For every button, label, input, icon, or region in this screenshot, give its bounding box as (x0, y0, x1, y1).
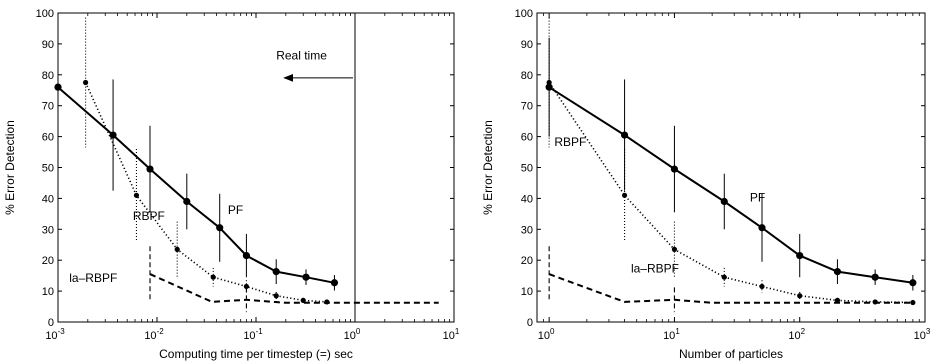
x-tick-label: 10-1 (243, 327, 263, 342)
series-larbpf (149, 246, 439, 313)
y-tick-label: 80 (42, 70, 54, 82)
x-axis-label: Computing time per timestep (=) sec (159, 347, 353, 361)
y-tick-label: 30 (521, 224, 533, 236)
data-point (273, 293, 279, 299)
series-line (548, 82, 913, 304)
y-tick-label: 50 (42, 163, 54, 175)
series-line (548, 273, 913, 304)
data-point (546, 79, 552, 86)
data-point (302, 273, 310, 281)
y-tick-label: 100 (36, 8, 54, 20)
data-point (759, 283, 765, 290)
data-point (833, 268, 842, 276)
y-tick-label: 90 (521, 39, 533, 51)
data-point (910, 299, 916, 306)
data-point (216, 224, 224, 232)
y-tick-label: 20 (42, 255, 54, 267)
data-point (671, 246, 678, 252)
data-point (797, 293, 803, 299)
chart-number-of-particles: 0 10 20 30 40 50 60 70 80 90 100 100 101 102 103 % Erro… (481, 8, 931, 361)
annotation-real-time: Real time (276, 48, 327, 62)
x-tick-label: 102 (788, 327, 805, 342)
series-pf (54, 37, 339, 291)
y-tick-label: 30 (42, 224, 54, 236)
x-tick-label: 100 (344, 327, 361, 342)
data-point (670, 165, 679, 173)
data-point (146, 165, 154, 173)
series-line (149, 273, 439, 304)
data-point (909, 279, 917, 287)
y-axis-label: % Error Detection (481, 120, 495, 215)
data-point (621, 192, 628, 198)
x-axis-label: Number of particles (679, 347, 783, 361)
annotation-pf: PF (228, 203, 243, 217)
data-point (183, 197, 191, 206)
data-point (721, 274, 727, 280)
data-point (109, 131, 117, 139)
data-point (758, 224, 766, 232)
data-point (871, 273, 879, 281)
y-tick-label: 40 (42, 193, 54, 205)
annotation-la-rbpf: la–RBPF (631, 262, 679, 276)
annotation-rbpf: RBPF (554, 135, 586, 149)
y-tick-label: 100 (515, 8, 533, 20)
annotation-rbpf: RBPF (133, 209, 165, 223)
data-point (796, 251, 804, 260)
data-point (330, 279, 339, 287)
data-point (620, 131, 629, 139)
y-tick-label: 70 (521, 101, 533, 113)
y-tick-label: 90 (42, 39, 54, 51)
data-point (133, 192, 140, 198)
series-larbpf (548, 246, 913, 313)
y-tick-label: 60 (521, 132, 533, 144)
series-line (548, 86, 914, 284)
data-point (210, 274, 216, 280)
data-point (300, 297, 306, 303)
x-tick-label: 10-3 (45, 327, 65, 342)
y-tick-label: 10 (42, 286, 54, 298)
y-axis-label: % Error Detection (3, 120, 17, 215)
y-tick-label: 80 (521, 70, 533, 82)
data-point (242, 251, 251, 260)
data-point (243, 283, 250, 290)
data-point (82, 79, 89, 86)
series-line (57, 86, 335, 284)
y-tick-label: 20 (521, 255, 533, 267)
chart-computing-time: 0 10 20 30 40 50 60 70 80 90 100 10-3 10-2 10-1 100 101… (3, 8, 460, 361)
annotation-pf: PF (750, 190, 765, 204)
data-point (174, 246, 180, 252)
annotation-la-rbpf: la–RBPF (69, 271, 117, 285)
series-line (84, 82, 327, 303)
y-tick-label: 60 (42, 132, 54, 144)
x-tick-label: 100 (538, 327, 555, 342)
y-tick-label: 0 (48, 317, 54, 329)
plot-frame (57, 12, 455, 323)
y-tick-label: 40 (521, 193, 533, 205)
data-point (54, 83, 62, 91)
data-point (834, 297, 841, 303)
y-tick-label: 50 (521, 163, 533, 175)
x-tick-label: 101 (663, 327, 680, 342)
series-rbpf (546, 17, 916, 306)
data-point (720, 197, 728, 206)
x-tick-label: 101 (443, 327, 460, 342)
series-pf (545, 37, 917, 291)
x-tick-label: 103 (914, 327, 931, 342)
data-point (272, 268, 280, 276)
y-tick-label: 0 (527, 317, 533, 329)
x-tick-label: 10-2 (144, 327, 164, 342)
y-tick-label: 10 (521, 286, 533, 298)
y-tick-label: 70 (42, 101, 54, 113)
